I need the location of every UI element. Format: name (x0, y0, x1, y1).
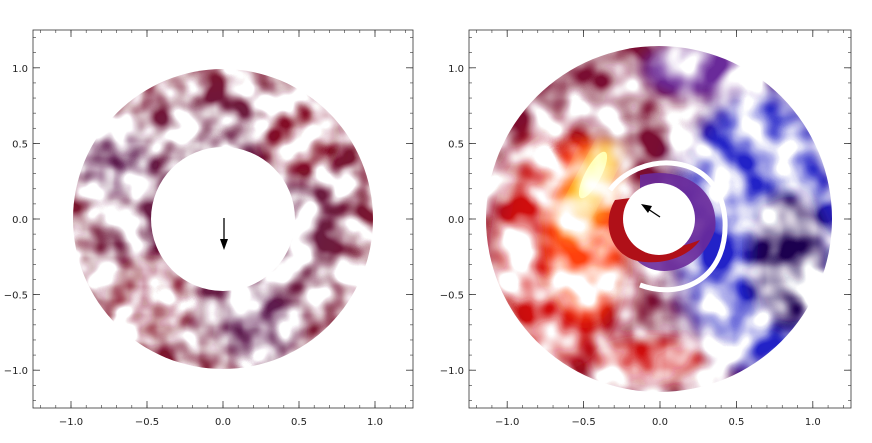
y-tick-label: 0.5 (12, 139, 28, 150)
y-tick-label: −1.0 (440, 366, 464, 377)
left-plot-area (33, 30, 413, 408)
y-tick-label: −1.0 (4, 366, 28, 377)
x-tick-label: −0.5 (135, 417, 159, 428)
y-tick-label: 1.0 (448, 64, 464, 75)
x-tick-label: 0.0 (652, 417, 668, 428)
x-tick-label: −1.0 (495, 417, 519, 428)
x-tick-label: 0.5 (728, 417, 744, 428)
x-tick-label: 0.5 (291, 417, 307, 428)
x-tick-label: −0.5 (571, 417, 595, 428)
y-tick-label: −0.5 (4, 291, 28, 302)
x-tick-label: 1.0 (367, 417, 383, 428)
y-tick-label: −0.5 (440, 291, 464, 302)
right-panel: −1.0 −0.5 0.0 0.5 1.0 1.0 0.5 0.0 −0.5 −1.0 (440, 29, 852, 428)
right-arrow (641, 204, 661, 218)
left-axis-ticks: −1.0 −0.5 0.0 0.5 1.0 1.0 0.5 0.0 −0.5 −1.0 (4, 30, 413, 428)
right-axis-ticks: −1.0 −0.5 0.0 0.5 1.0 1.0 0.5 0.0 −0.5 −1.0 (440, 30, 851, 428)
x-tick-label: 1.0 (805, 417, 821, 428)
y-tick-label: 0.0 (12, 215, 28, 226)
left-panel: −1.0 −0.5 0.0 0.5 1.0 1.0 0.5 0.0 −0.5 −1.0 (4, 29, 414, 428)
y-tick-label: 0.0 (448, 215, 464, 226)
x-tick-label: 0.0 (215, 417, 231, 428)
y-tick-label: 0.5 (448, 139, 464, 150)
x-tick-label: −1.0 (59, 417, 83, 428)
left-arrow (220, 218, 228, 250)
y-tick-label: 1.0 (12, 64, 28, 75)
right-plot-area (469, 30, 851, 408)
